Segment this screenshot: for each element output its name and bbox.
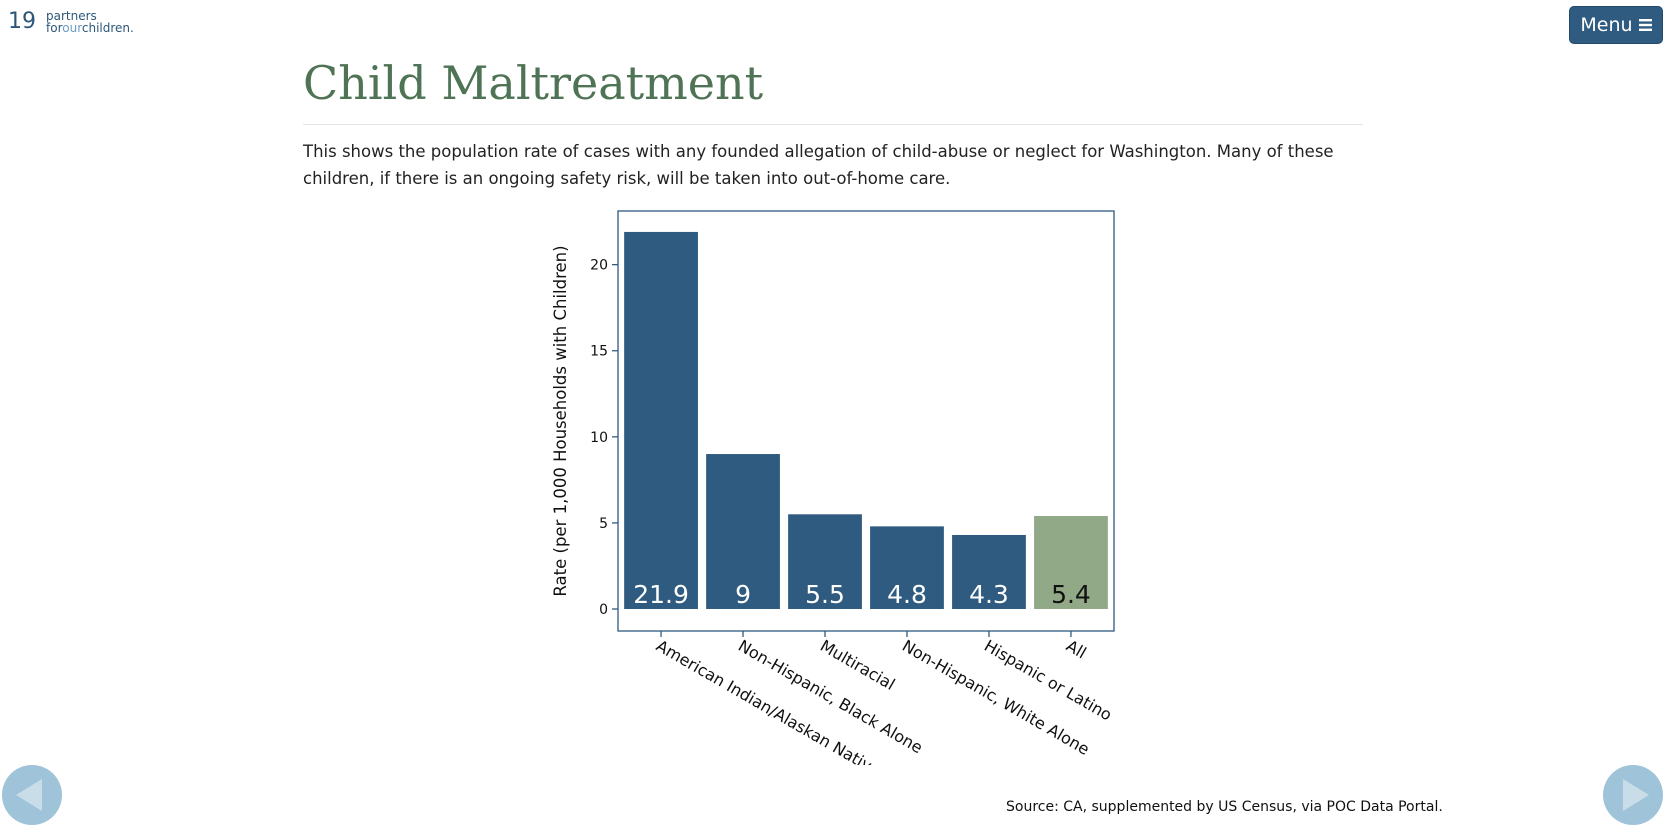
- bar-value-label: 5.4: [1051, 580, 1091, 609]
- logo-line-1: partners: [46, 9, 97, 23]
- y-tick-label: 20: [590, 258, 608, 274]
- bar-chart-svg: 0 5 10 15 20 Rate (per 1,000 Households with …: [551, 210, 1115, 780]
- logo-line-2: forourchildren.: [46, 22, 134, 34]
- next-slide-button[interactable]: [1603, 765, 1663, 825]
- y-tick-label: 10: [590, 430, 608, 446]
- logo-our: our: [62, 21, 82, 35]
- menu-button[interactable]: Menu: [1569, 6, 1663, 44]
- partners-for-our-children-logo[interactable]: partners forourchildren.: [46, 10, 134, 34]
- bar: [788, 514, 862, 609]
- bar-value-label: 4.8: [887, 580, 927, 609]
- y-axis-label: Rate (per 1,000 Households with Children…: [551, 245, 570, 596]
- plot-frame: [617, 210, 1115, 632]
- bar: [952, 534, 1026, 609]
- bar: [870, 526, 944, 609]
- hamburger-icon: [1638, 19, 1652, 31]
- bar-value-label: 4.3: [969, 580, 1009, 609]
- bar: [706, 454, 780, 609]
- previous-slide-button[interactable]: [2, 765, 62, 825]
- title-divider: [303, 124, 1363, 125]
- page-title: Child Maltreatment: [303, 56, 764, 110]
- page-description: This shows the population rate of cases …: [303, 142, 1334, 188]
- bar-chart: 0 5 10 15 20 Rate (per 1,000 Households with …: [540, 205, 1130, 780]
- source-note: Source: CA, supplemented by US Census, v…: [1006, 799, 1443, 815]
- triangle-left-icon: [16, 779, 42, 811]
- x-tick-label: All: [1063, 636, 1090, 662]
- bar-value-label: 9: [735, 580, 751, 609]
- logo-children: children.: [81, 21, 134, 35]
- bar-value-label: 21.9: [633, 580, 689, 609]
- bar-value-label: 5.5: [805, 580, 845, 609]
- slide-number: 19: [8, 9, 36, 34]
- y-tick-label: 0: [599, 602, 608, 618]
- menu-label: Menu: [1580, 14, 1633, 36]
- triangle-right-icon: [1623, 779, 1649, 811]
- bar: [1034, 516, 1108, 609]
- logo-for: for: [46, 21, 63, 35]
- y-tick-label: 15: [590, 344, 608, 360]
- bar: [624, 231, 698, 609]
- y-tick-label: 5: [599, 516, 608, 532]
